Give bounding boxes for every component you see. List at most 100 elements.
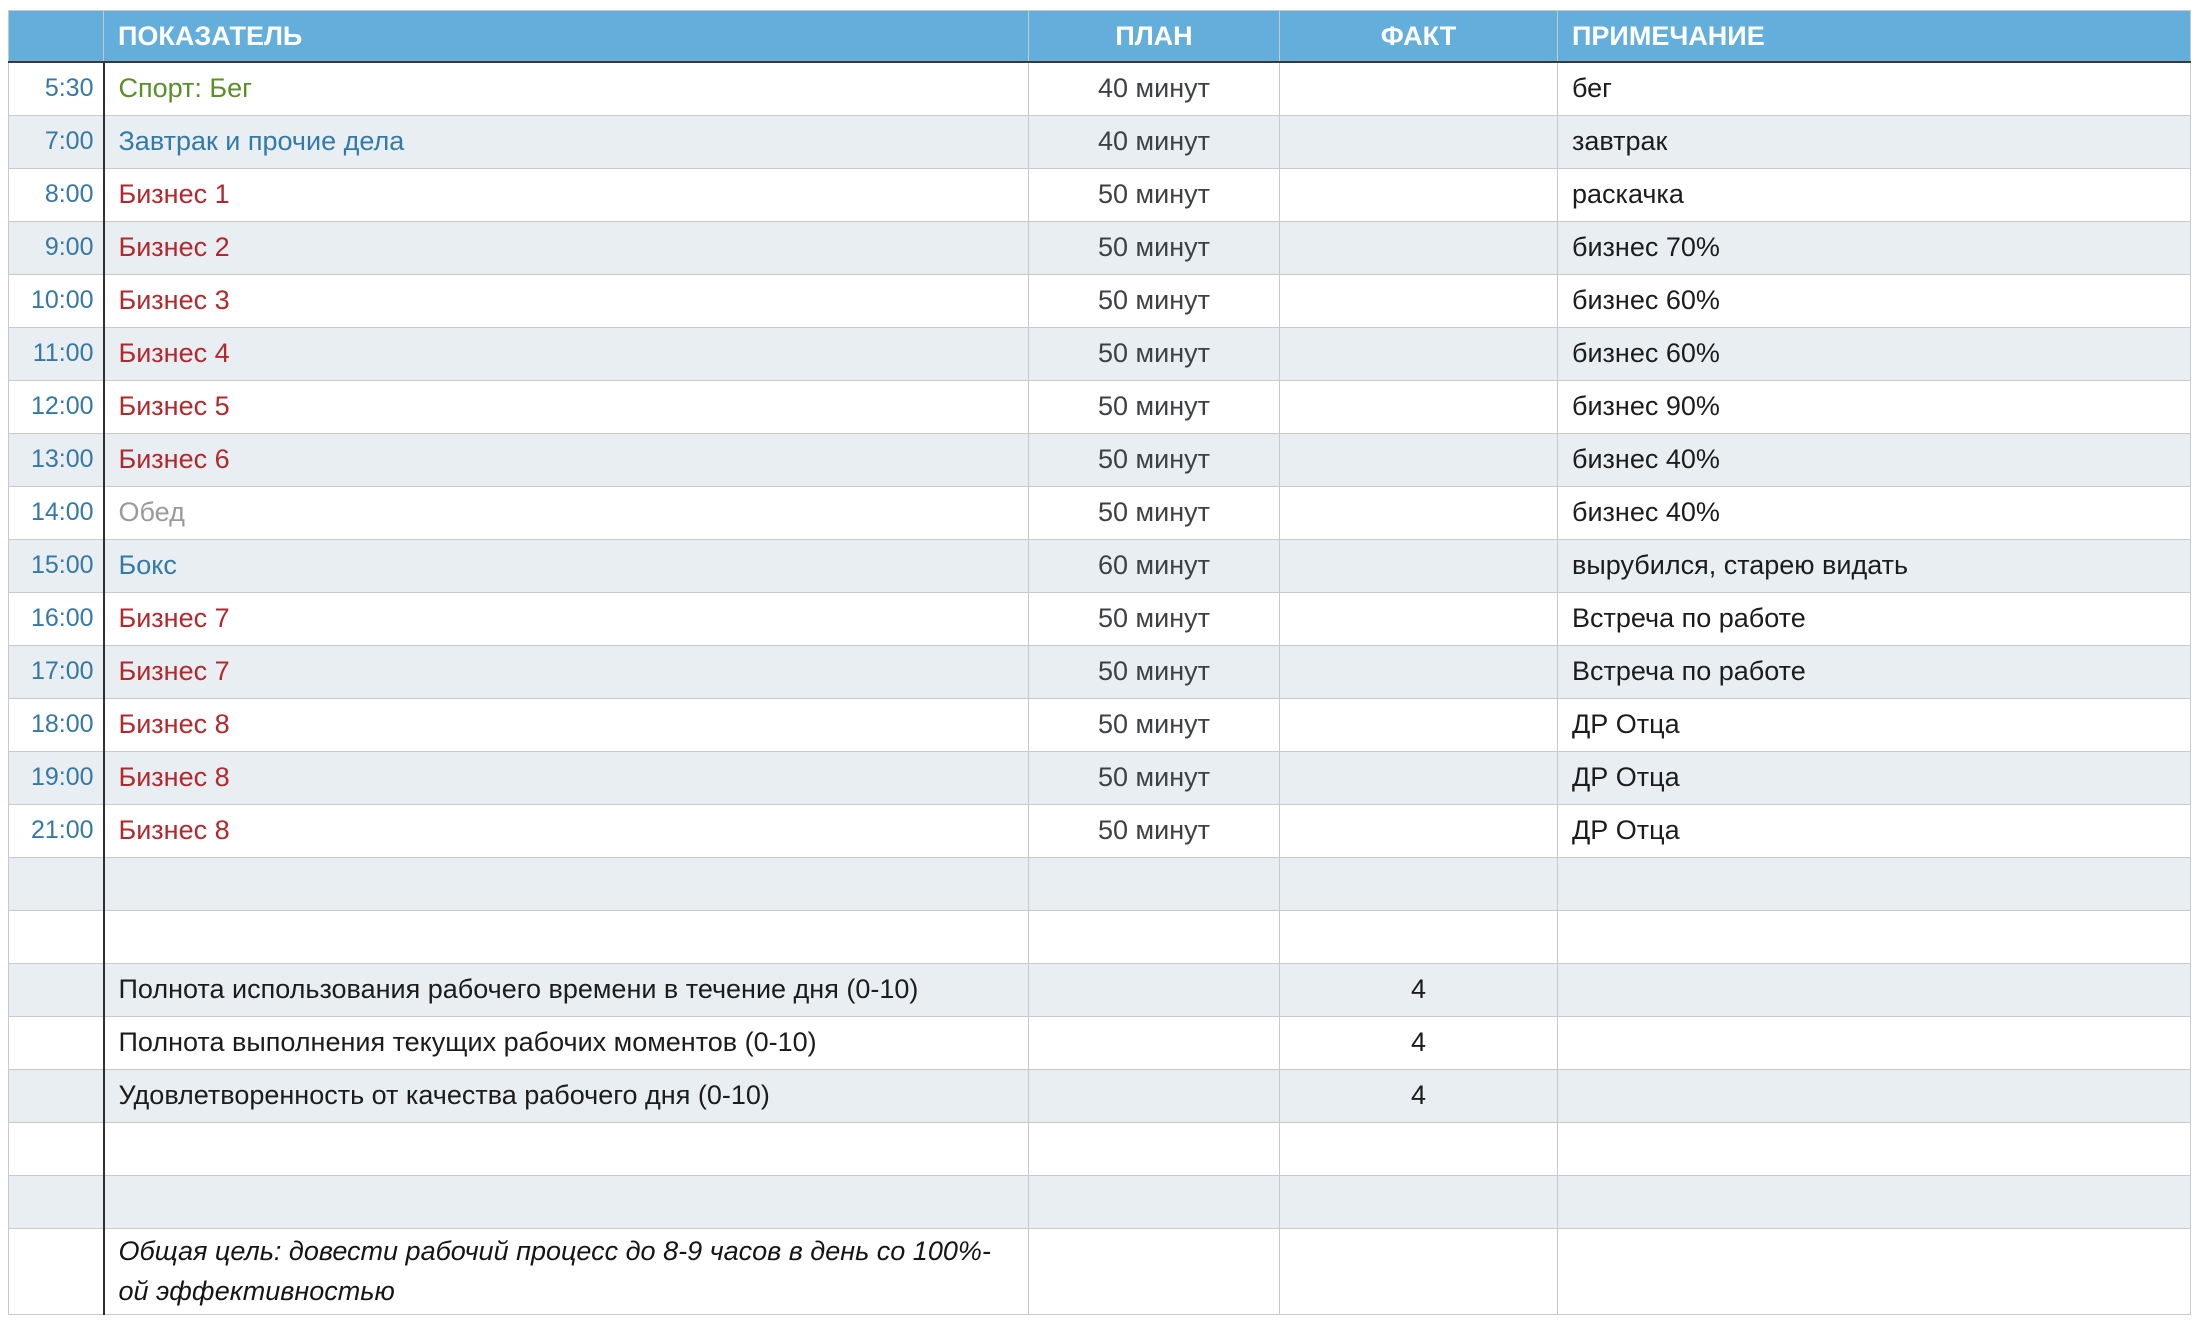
cell-time[interactable]: 19:00: [8, 750, 104, 805]
cell-plan[interactable]: 50 минут: [1028, 485, 1280, 540]
cell-plan[interactable]: [1028, 909, 1280, 964]
cell-plan[interactable]: [1028, 856, 1280, 911]
cell-plan[interactable]: 50 минут: [1028, 432, 1280, 487]
cell-fact[interactable]: [1279, 1121, 1558, 1176]
column-header-fact[interactable]: ФАКТ: [1279, 10, 1558, 63]
cell-fact[interactable]: [1279, 1174, 1558, 1229]
cell-note[interactable]: [1557, 1068, 2191, 1123]
cell-time[interactable]: [8, 1227, 104, 1315]
cell-indicator[interactable]: Бизнес 8: [102, 750, 1029, 805]
cell-time[interactable]: 14:00: [8, 485, 104, 540]
cell-fact[interactable]: [1279, 644, 1558, 699]
cell-note[interactable]: бег: [1557, 61, 2191, 116]
cell-fact[interactable]: [1279, 220, 1558, 275]
column-header-note[interactable]: ПРИМЕЧАНИЕ: [1557, 10, 2191, 63]
cell-plan[interactable]: 50 минут: [1028, 803, 1280, 858]
cell-time[interactable]: 18:00: [8, 697, 104, 752]
cell-plan[interactable]: 40 минут: [1028, 61, 1280, 116]
cell-fact[interactable]: [1279, 379, 1558, 434]
cell-note[interactable]: ДР Отца: [1557, 697, 2191, 752]
cell-fact[interactable]: [1279, 167, 1558, 222]
cell-fact[interactable]: [1279, 591, 1558, 646]
cell-time[interactable]: 13:00: [8, 432, 104, 487]
cell-plan[interactable]: [1028, 1015, 1280, 1070]
cell-indicator[interactable]: [102, 856, 1029, 911]
cell-indicator[interactable]: Общая цель: довести рабочий процесс до 8…: [102, 1227, 1029, 1315]
cell-indicator[interactable]: Бизнес 2: [102, 220, 1029, 275]
cell-note[interactable]: раскачка: [1557, 167, 2191, 222]
cell-note[interactable]: вырубился, старею видать: [1557, 538, 2191, 593]
cell-plan[interactable]: [1028, 1068, 1280, 1123]
cell-fact[interactable]: [1279, 432, 1558, 487]
cell-time[interactable]: [8, 1121, 104, 1176]
cell-fact[interactable]: [1279, 750, 1558, 805]
cell-indicator[interactable]: Бизнес 8: [102, 697, 1029, 752]
cell-fact[interactable]: [1279, 273, 1558, 328]
cell-plan[interactable]: [1028, 962, 1280, 1017]
cell-fact[interactable]: [1279, 856, 1558, 911]
cell-fact[interactable]: [1279, 803, 1558, 858]
cell-note[interactable]: бизнес 40%: [1557, 485, 2191, 540]
cell-indicator[interactable]: Бизнес 7: [102, 644, 1029, 699]
cell-plan[interactable]: 50 минут: [1028, 697, 1280, 752]
cell-plan[interactable]: 50 минут: [1028, 273, 1280, 328]
cell-indicator[interactable]: [102, 909, 1029, 964]
cell-note[interactable]: бизнес 70%: [1557, 220, 2191, 275]
cell-note[interactable]: [1557, 1121, 2191, 1176]
cell-plan[interactable]: 40 минут: [1028, 114, 1280, 169]
cell-time[interactable]: 10:00: [8, 273, 104, 328]
cell-time[interactable]: 7:00: [8, 114, 104, 169]
cell-plan[interactable]: [1028, 1174, 1280, 1229]
cell-note[interactable]: [1557, 962, 2191, 1017]
cell-indicator[interactable]: Бизнес 5: [102, 379, 1029, 434]
cell-plan[interactable]: 50 минут: [1028, 750, 1280, 805]
cell-time[interactable]: [8, 1068, 104, 1123]
cell-time[interactable]: 11:00: [8, 326, 104, 381]
cell-indicator[interactable]: Бизнес 3: [102, 273, 1029, 328]
cell-note[interactable]: бизнес 40%: [1557, 432, 2191, 487]
cell-time[interactable]: 16:00: [8, 591, 104, 646]
cell-indicator[interactable]: Полнота использования рабочего времени в…: [102, 962, 1029, 1017]
cell-note[interactable]: [1557, 1174, 2191, 1229]
cell-fact[interactable]: [1279, 61, 1558, 116]
cell-indicator[interactable]: Удовлетворенность от качества рабочего д…: [102, 1068, 1029, 1123]
cell-fact[interactable]: [1279, 538, 1558, 593]
cell-plan[interactable]: 50 минут: [1028, 591, 1280, 646]
cell-indicator[interactable]: Бизнес 4: [102, 326, 1029, 381]
cell-note[interactable]: [1557, 909, 2191, 964]
column-header-plan[interactable]: ПЛАН: [1028, 10, 1280, 63]
cell-note[interactable]: ДР Отца: [1557, 750, 2191, 805]
cell-indicator[interactable]: Обед: [102, 485, 1029, 540]
cell-indicator[interactable]: Бизнес 6: [102, 432, 1029, 487]
cell-fact[interactable]: 4: [1279, 1015, 1558, 1070]
cell-note[interactable]: [1557, 1227, 2191, 1315]
cell-indicator[interactable]: Бизнес 8: [102, 803, 1029, 858]
cell-note[interactable]: Встреча по работе: [1557, 591, 2191, 646]
cell-fact[interactable]: [1279, 114, 1558, 169]
cell-plan[interactable]: [1028, 1227, 1280, 1315]
cell-time[interactable]: [8, 1174, 104, 1229]
cell-time[interactable]: [8, 962, 104, 1017]
cell-time[interactable]: 15:00: [8, 538, 104, 593]
cell-time[interactable]: 5:30: [8, 61, 104, 116]
column-header-time[interactable]: [8, 10, 104, 63]
cell-note[interactable]: Встреча по работе: [1557, 644, 2191, 699]
cell-fact[interactable]: 4: [1279, 1068, 1558, 1123]
cell-time[interactable]: [8, 856, 104, 911]
cell-note[interactable]: бизнес 60%: [1557, 273, 2191, 328]
cell-time[interactable]: 21:00: [8, 803, 104, 858]
cell-plan[interactable]: 50 минут: [1028, 220, 1280, 275]
cell-indicator[interactable]: Бокс: [102, 538, 1029, 593]
cell-indicator[interactable]: Бизнес 1: [102, 167, 1029, 222]
cell-note[interactable]: бизнес 90%: [1557, 379, 2191, 434]
cell-time[interactable]: 12:00: [8, 379, 104, 434]
cell-indicator[interactable]: Бизнес 7: [102, 591, 1029, 646]
cell-fact[interactable]: [1279, 697, 1558, 752]
cell-note[interactable]: [1557, 1015, 2191, 1070]
cell-time[interactable]: 17:00: [8, 644, 104, 699]
cell-time[interactable]: 9:00: [8, 220, 104, 275]
cell-plan[interactable]: 50 минут: [1028, 167, 1280, 222]
cell-fact[interactable]: [1279, 326, 1558, 381]
cell-plan[interactable]: 60 минут: [1028, 538, 1280, 593]
cell-indicator[interactable]: Завтрак и прочие дела: [102, 114, 1029, 169]
